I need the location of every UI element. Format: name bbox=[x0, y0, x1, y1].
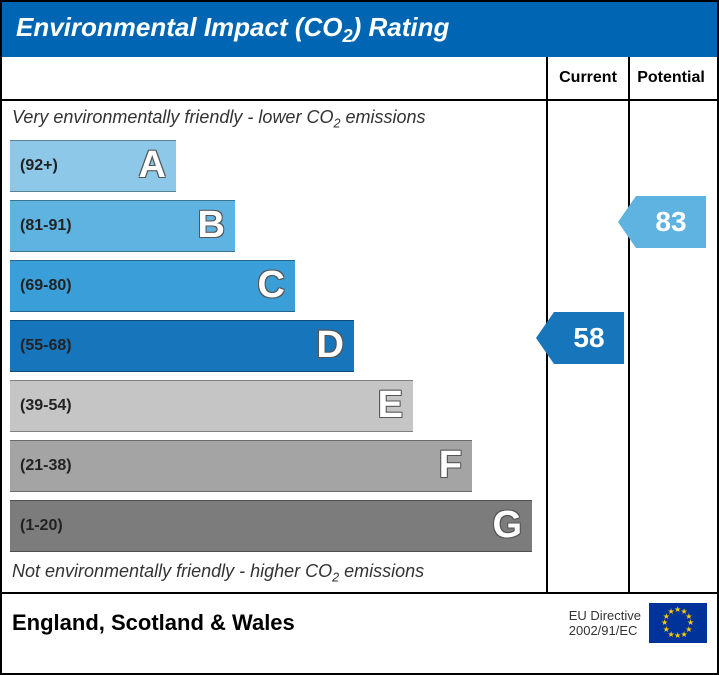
band-bar-b: (81-91) B bbox=[10, 200, 235, 252]
footer-region: England, Scotland & Wales bbox=[12, 610, 569, 636]
bands-holder: (92+) A (81-91) B (69-80) C (55-68) D (39-54) E (2… bbox=[2, 137, 546, 555]
band-row-e: (39-54) E bbox=[2, 377, 546, 435]
chart-body: Current Potential Very environmentally f… bbox=[2, 57, 717, 594]
header-spacer bbox=[2, 57, 548, 99]
chart-title: Environmental Impact (CO2) Rating bbox=[2, 2, 717, 57]
current-rating-badge: 58 bbox=[554, 312, 624, 364]
band-range-g: (1-20) bbox=[10, 517, 63, 535]
footer-directive: EU Directive 2002/91/EC ★★★★★★★★★★★★ bbox=[569, 603, 707, 643]
band-bar-c: (69-80) C bbox=[10, 260, 295, 312]
band-range-a: (92+) bbox=[10, 157, 58, 175]
band-row-a: (92+) A bbox=[2, 137, 546, 195]
band-range-b: (81-91) bbox=[10, 217, 72, 235]
band-letter-e: E bbox=[378, 384, 403, 427]
current-column: 58 bbox=[548, 101, 630, 592]
band-row-f: (21-38) F bbox=[2, 437, 546, 495]
band-letter-b: B bbox=[198, 204, 225, 247]
caption-bottom: Not environmentally friendly - higher CO… bbox=[2, 555, 546, 589]
title-sub: 2 bbox=[343, 26, 353, 46]
current-rating-badge-value: 58 bbox=[573, 322, 604, 354]
column-header-row: Current Potential bbox=[2, 57, 717, 101]
chart-body-row: Very environmentally friendly - lower CO… bbox=[2, 101, 717, 592]
band-row-g: (1-20) G bbox=[2, 497, 546, 555]
epc-rating-chart: Environmental Impact (CO2) Rating Curren… bbox=[0, 0, 719, 675]
bands-column: Very environmentally friendly - lower CO… bbox=[2, 101, 548, 592]
band-row-b: (81-91) B bbox=[2, 197, 546, 255]
header-potential: Potential bbox=[630, 57, 712, 99]
band-letter-g: G bbox=[492, 504, 522, 547]
caption-top: Very environmentally friendly - lower CO… bbox=[2, 101, 546, 135]
footer: England, Scotland & Wales EU Directive 2… bbox=[2, 594, 717, 652]
band-bar-e: (39-54) E bbox=[10, 380, 413, 432]
potential-rating-badge: 83 bbox=[636, 196, 706, 248]
potential-rating-badge-value: 83 bbox=[655, 206, 686, 238]
band-letter-a: A bbox=[139, 144, 166, 187]
header-current: Current bbox=[548, 57, 630, 99]
band-letter-d: D bbox=[317, 324, 344, 367]
band-row-d: (55-68) D bbox=[2, 317, 546, 375]
eu-flag-icon: ★★★★★★★★★★★★ bbox=[649, 603, 707, 643]
title-prefix: Environmental Impact (CO bbox=[16, 12, 343, 42]
directive-text: EU Directive 2002/91/EC bbox=[569, 608, 641, 638]
band-letter-c: C bbox=[258, 264, 285, 307]
band-range-c: (69-80) bbox=[10, 277, 72, 295]
band-letter-f: F bbox=[439, 444, 462, 487]
title-suffix: ) Rating bbox=[353, 12, 450, 42]
band-range-e: (39-54) bbox=[10, 397, 72, 415]
band-bar-d: (55-68) D bbox=[10, 320, 354, 372]
band-bar-a: (92+) A bbox=[10, 140, 176, 192]
band-range-f: (21-38) bbox=[10, 457, 72, 475]
band-bar-f: (21-38) F bbox=[10, 440, 472, 492]
potential-column: 83 bbox=[630, 101, 712, 592]
band-range-d: (55-68) bbox=[10, 337, 72, 355]
band-row-c: (69-80) C bbox=[2, 257, 546, 315]
band-bar-g: (1-20) G bbox=[10, 500, 532, 552]
